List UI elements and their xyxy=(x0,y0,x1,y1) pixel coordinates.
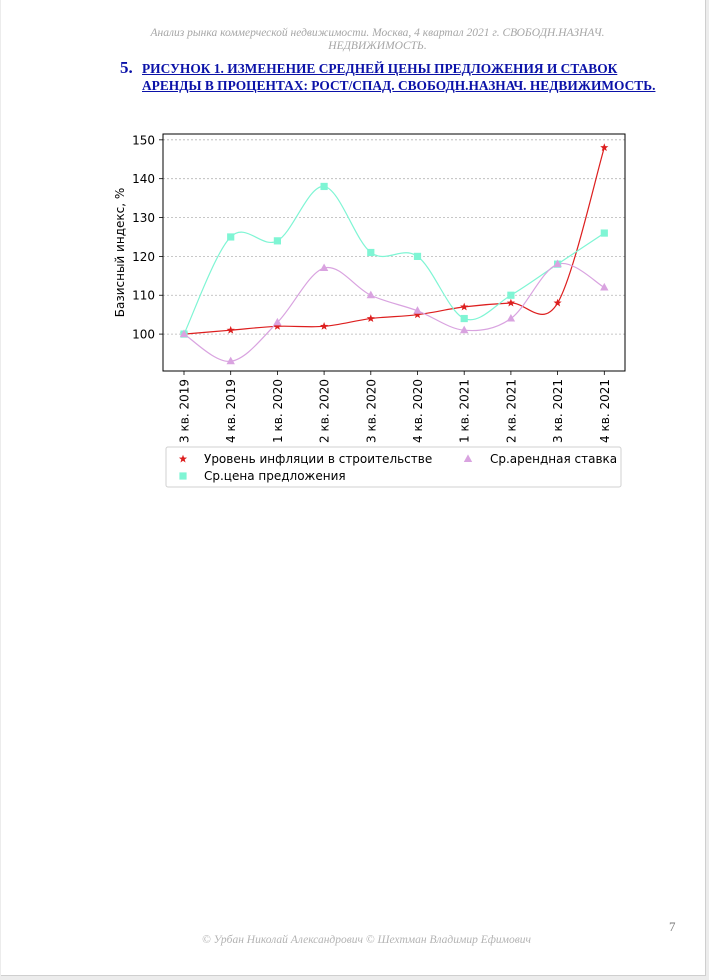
plot-frame xyxy=(162,133,626,372)
point-star-7 xyxy=(506,298,515,307)
section-number: 5. xyxy=(120,58,133,77)
point-star-9 xyxy=(600,143,609,152)
point-triangle-3 xyxy=(319,263,329,272)
y-tick-label: 150 xyxy=(132,133,155,147)
point-square-4 xyxy=(367,248,375,257)
point-square-2 xyxy=(273,237,281,245)
x-tick-label: 2 кв. 2021 xyxy=(504,379,518,443)
running-header: Анализ рынка коммерческой недвижимости. … xyxy=(150,27,605,52)
point-square-3 xyxy=(320,182,328,191)
figure-title: РИСУНОК 1. ИЗМЕНЕНИЕ СРЕДНЕЙ ЦЕНЫ ПРЕДЛО… xyxy=(142,61,656,93)
x-tick-label: 3 кв. 2021 xyxy=(551,379,565,443)
point-star-6 xyxy=(460,302,469,311)
point-star-2 xyxy=(273,322,282,330)
legend-marker-star xyxy=(178,454,188,463)
series-line-star xyxy=(183,147,605,335)
point-triangle-6 xyxy=(460,325,469,334)
x-tick-label: 3 кв. 2019 xyxy=(178,379,192,443)
legend-marker-square xyxy=(179,472,187,480)
series-line-square xyxy=(183,185,605,335)
legend-label: Ср.арендная ставка xyxy=(490,452,617,466)
x-tick-label: 2 кв. 2020 xyxy=(318,379,332,443)
y-tick-label: 100 xyxy=(132,328,155,342)
point-star-8 xyxy=(553,298,562,307)
y-axis-label: Базисный индекс, % xyxy=(113,188,127,318)
x-tick-label: 4 кв. 2019 xyxy=(224,379,238,443)
point-triangle-8 xyxy=(553,259,562,268)
page-number: 7 xyxy=(669,919,676,934)
x-tick-label: 1 кв. 2020 xyxy=(271,379,285,443)
x-tick-label: 4 кв. 2021 xyxy=(598,379,612,443)
y-tick-label: 140 xyxy=(132,172,155,186)
point-star-5 xyxy=(413,310,422,319)
point-triangle-4 xyxy=(366,290,375,299)
series-line-triangle xyxy=(183,262,605,362)
legend-label: Уровень инфляции в строительстве xyxy=(204,452,432,466)
footer-authors: © Урбан Николай Александрович © Шехтман … xyxy=(202,934,531,946)
point-square-1 xyxy=(227,233,235,241)
point-square-7 xyxy=(507,291,515,299)
legend-label: Ср.цена предложения xyxy=(204,469,346,483)
x-tick-label: 1 кв. 2021 xyxy=(458,379,472,443)
x-tick-label: 4 кв. 2020 xyxy=(411,379,425,443)
point-star-1 xyxy=(226,325,235,334)
y-tick-label: 110 xyxy=(132,289,155,303)
point-square-9 xyxy=(600,229,608,237)
point-triangle-0 xyxy=(179,329,189,338)
point-square-6 xyxy=(460,314,468,323)
point-star-3 xyxy=(320,322,329,330)
y-tick-label: 120 xyxy=(132,250,155,264)
legend-marker-triangle xyxy=(463,454,473,462)
point-triangle-7 xyxy=(506,313,516,322)
point-square-5 xyxy=(413,252,422,260)
y-tick-label: 130 xyxy=(132,211,155,225)
point-triangle-9 xyxy=(600,282,609,291)
legend-box xyxy=(165,446,622,488)
point-triangle-1 xyxy=(226,356,235,365)
point-triangle-2 xyxy=(273,317,282,326)
point-triangle-5 xyxy=(413,306,422,314)
point-star-4 xyxy=(366,314,375,323)
x-tick-label: 3 кв. 2020 xyxy=(364,379,378,443)
